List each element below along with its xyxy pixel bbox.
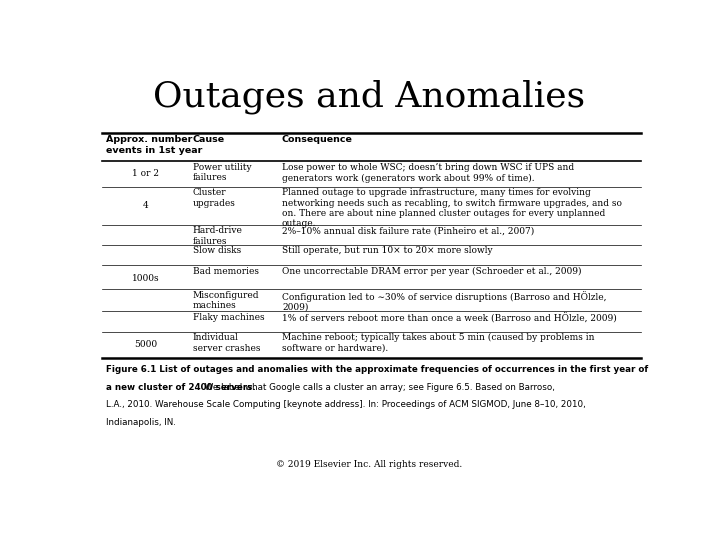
Text: Configuration led to ∼30% of service disruptions (Barroso and HÖlzle,
2009): Configuration led to ∼30% of service dis… (282, 291, 606, 312)
Text: Power utility
failures: Power utility failures (193, 163, 251, 183)
Text: Cluster
upgrades: Cluster upgrades (193, 188, 235, 208)
Text: Cause: Cause (193, 136, 225, 145)
Text: 1 or 2: 1 or 2 (132, 170, 159, 178)
Text: Consequence: Consequence (282, 136, 353, 145)
Text: Flaky machines: Flaky machines (193, 313, 264, 322)
Text: One uncorrectable DRAM error per year (Schroeder et al., 2009): One uncorrectable DRAM error per year (S… (282, 267, 582, 276)
Text: Still operate, but run 10× to 20× more slowly: Still operate, but run 10× to 20× more s… (282, 246, 492, 255)
Text: 1000s: 1000s (132, 274, 160, 282)
Text: 2%–10% annual disk failure rate (Pinheiro et al., 2007): 2%–10% annual disk failure rate (Pinheir… (282, 226, 534, 235)
Text: Approx. number
events in 1st year: Approx. number events in 1st year (106, 136, 202, 155)
Text: Machine reboot; typically takes about 5 min (caused by problems in
software or h: Machine reboot; typically takes about 5 … (282, 333, 595, 353)
Text: Outages and Anomalies: Outages and Anomalies (153, 79, 585, 114)
Text: 4: 4 (143, 201, 148, 210)
Text: Misconfigured
machines: Misconfigured machines (193, 291, 259, 310)
Text: 1% of servers reboot more than once a week (Barroso and HÖlzle, 2009): 1% of servers reboot more than once a we… (282, 313, 617, 323)
Text: Lose power to whole WSC; doesn’t bring down WSC if UPS and
generators work (gene: Lose power to whole WSC; doesn’t bring d… (282, 163, 574, 183)
Text: a new cluster of 2400 servers.: a new cluster of 2400 servers. (106, 383, 256, 392)
Text: Bad memories: Bad memories (193, 267, 258, 275)
Text: L.A., 2010. Warehouse Scale Computing [keynote address]. In: Proceedings of ACM : L.A., 2010. Warehouse Scale Computing [k… (106, 400, 585, 409)
Text: Planned outage to upgrade infrastructure, many times for evolving
networking nee: Planned outage to upgrade infrastructure… (282, 188, 622, 228)
Text: Indianapolis, IN.: Indianapolis, IN. (106, 418, 176, 427)
Text: We label what Google calls a cluster an array; see Figure 6.5. Based on Barroso,: We label what Google calls a cluster an … (202, 383, 554, 392)
Text: Slow disks: Slow disks (193, 246, 241, 255)
Text: © 2019 Elsevier Inc. All rights reserved.: © 2019 Elsevier Inc. All rights reserved… (276, 461, 462, 469)
Text: Individual
server crashes: Individual server crashes (193, 333, 260, 353)
Text: Hard-drive
failures: Hard-drive failures (193, 226, 243, 246)
Text: Figure 6.1 List of outages and anomalies with the approximate frequencies of occ: Figure 6.1 List of outages and anomalies… (106, 366, 648, 374)
Text: 5000: 5000 (134, 340, 158, 349)
